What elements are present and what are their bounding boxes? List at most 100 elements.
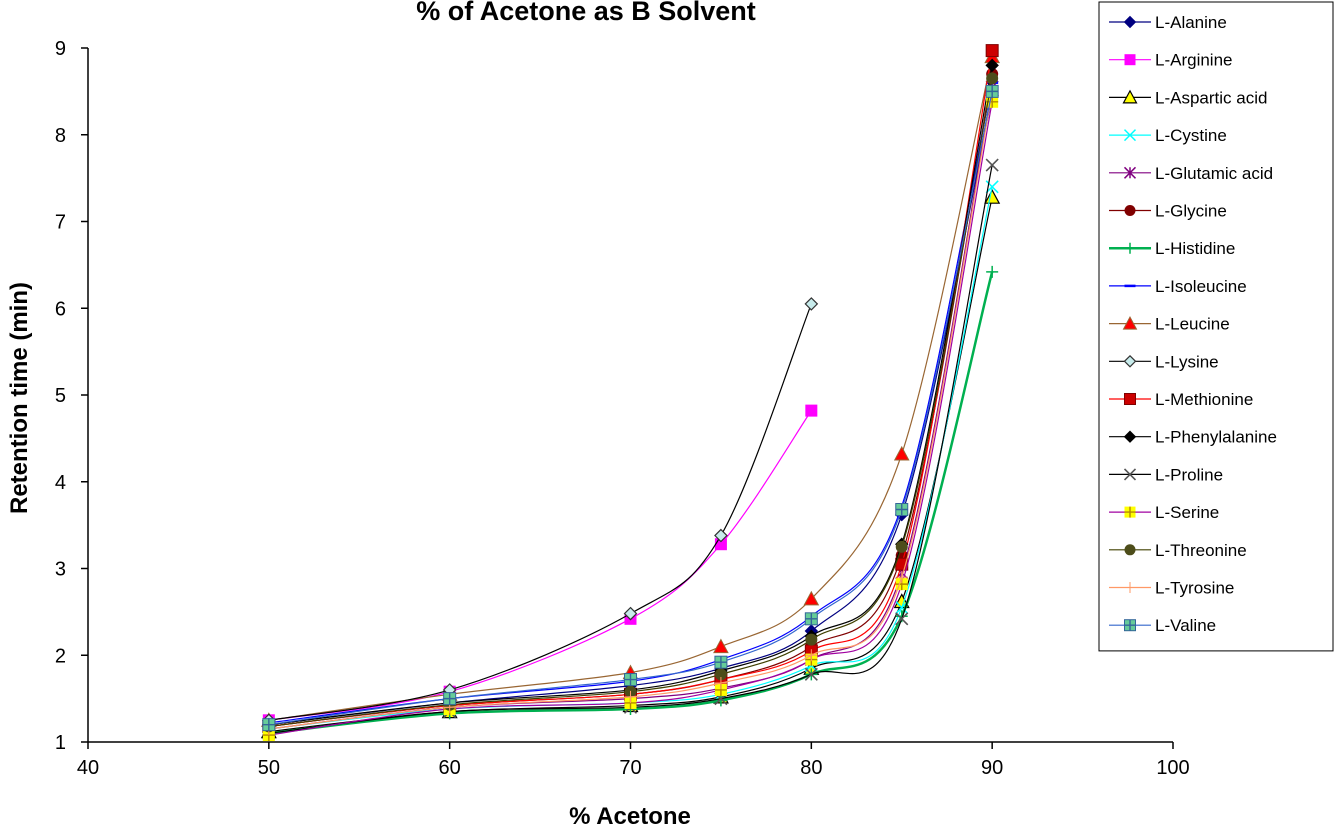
y-tick-label: 5: [55, 385, 66, 407]
y-tick-label: 9: [55, 38, 66, 60]
legend-label: L-Histidine: [1155, 239, 1235, 258]
data-point: [985, 58, 999, 73]
y-tick-label: 4: [55, 472, 66, 494]
x-tick-label: 80: [800, 757, 822, 779]
legend-item: L-Phenylalanine: [1109, 428, 1277, 447]
series-line: [268, 271, 994, 735]
data-point: [714, 668, 727, 681]
y-tick-label: 2: [55, 645, 66, 667]
series-l-serine: [262, 95, 999, 742]
data-point: [714, 677, 727, 690]
marker-cross: [624, 673, 637, 686]
data-point: [443, 692, 457, 706]
x-tick-label: 40: [77, 757, 99, 779]
x-axis: 40 50 60 70 80 90 100: [77, 741, 1190, 779]
marker-cross: [895, 503, 908, 516]
legend-label: L-Leucine: [1155, 315, 1230, 334]
legend-marker: [1123, 354, 1137, 368]
legend-marker: [1124, 582, 1136, 593]
marker-cross: [1124, 506, 1136, 518]
data-point: [804, 612, 818, 626]
marker-cross: [714, 656, 727, 669]
legend-marker: [1122, 89, 1138, 104]
legend-label: L-Threonine: [1155, 541, 1247, 560]
legend-label: L-Phenylalanine: [1155, 428, 1277, 447]
y-tick-label: 7: [55, 212, 66, 234]
series-l-methionine: [262, 44, 999, 733]
data-point: [984, 188, 1001, 204]
series-line: [268, 78, 993, 727]
y-tick-label: 6: [55, 298, 66, 320]
marker-cross: [1124, 619, 1136, 631]
data-point: [805, 649, 818, 662]
legend-label: L-Tyrosine: [1155, 579, 1234, 598]
series-line: [268, 197, 993, 733]
series-l-aspartic-acid: [260, 188, 1001, 739]
marker-cross: [986, 85, 999, 98]
series-line: [268, 91, 993, 726]
series-line: [268, 95, 993, 726]
series-l-valine: [262, 84, 999, 732]
data-point: [986, 72, 999, 85]
legend-marker: [1124, 619, 1136, 632]
legend-marker: [1123, 15, 1137, 29]
data-point: [804, 297, 819, 311]
marker-cross: [805, 612, 818, 625]
data-point: [714, 655, 728, 669]
data-point: [985, 180, 999, 194]
legend-item: L-Proline: [1109, 465, 1223, 484]
x-tick-label: 90: [981, 757, 1003, 779]
y-tick-label: 1: [55, 732, 66, 754]
series-l-leucine: [260, 48, 1001, 727]
data-point: [986, 265, 999, 278]
data-point: [624, 696, 637, 709]
series-line: [268, 410, 812, 721]
data-point: [803, 590, 820, 606]
data-point: [804, 667, 818, 681]
legend-label: L-Glycine: [1155, 202, 1227, 221]
legend-label: L-Lysine: [1155, 352, 1219, 371]
legend-label: L-Serine: [1155, 503, 1219, 522]
data-point: [623, 606, 638, 621]
x-tick-label: 70: [619, 757, 641, 779]
legend-marker: [1124, 506, 1136, 518]
data-point: [985, 84, 999, 98]
series-line: [268, 303, 812, 721]
data-point: [895, 612, 909, 626]
series-l-threonine: [262, 72, 999, 733]
legend-label: L-Valine: [1155, 616, 1216, 635]
legend-label: L-Arginine: [1155, 51, 1233, 70]
legend-marker: [1124, 205, 1136, 216]
legend-item: L-Arginine: [1109, 51, 1233, 70]
legend-label: L-Isoleucine: [1155, 277, 1247, 296]
data-point: [805, 633, 818, 646]
legend-box: [1098, 1, 1334, 652]
data-point: [805, 404, 818, 417]
legend-item: L-Alanine: [1109, 13, 1227, 32]
legend-marker: [1123, 468, 1137, 481]
legend-marker: [1123, 166, 1137, 179]
series-line: [268, 86, 993, 730]
series-l-proline: [262, 158, 999, 740]
legend-label: L-Alanine: [1155, 13, 1227, 32]
legend-marker: [1124, 544, 1136, 556]
legend-item: L-Tyrosine: [1109, 579, 1234, 598]
legend-marker: [1124, 393, 1136, 405]
legend-item: L-Cystine: [1109, 126, 1227, 145]
marker-cross: [262, 718, 275, 731]
legend-item: L-Glycine: [1109, 202, 1227, 221]
data-point: [895, 540, 908, 553]
legend-marker: [1123, 129, 1137, 142]
legend-label: L-Proline: [1155, 465, 1223, 484]
series-l-isoleucine: [262, 81, 999, 725]
legend-item: L-Methionine: [1109, 390, 1253, 409]
y-axis: 1 2 3 4 5 6 7 8 9: [55, 38, 89, 754]
data-point: [985, 44, 999, 58]
legend-item: L-Valine: [1109, 616, 1216, 635]
x-tick-label: 60: [439, 757, 461, 779]
series-l-arginine: [262, 404, 818, 727]
data-point: [624, 673, 637, 687]
series-l-glycine: [262, 68, 999, 733]
series-l-alanine: [262, 89, 999, 732]
